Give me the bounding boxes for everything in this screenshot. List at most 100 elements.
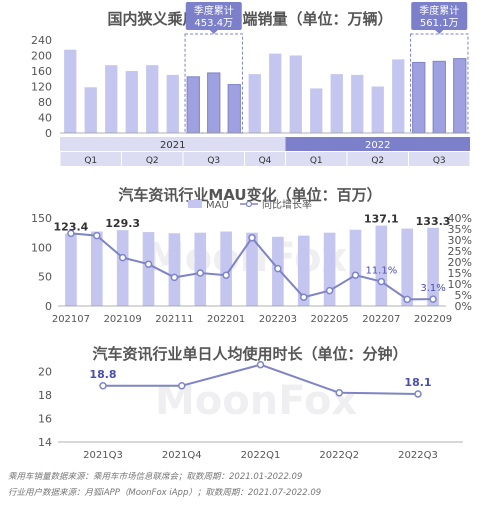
year-band-2022 (285, 137, 470, 151)
mau-bar (375, 225, 388, 306)
sales-bar (227, 84, 241, 134)
quarter-label: Q3 (207, 156, 220, 166)
growth-rate-point (299, 293, 308, 301)
sales-bar (289, 55, 302, 133)
y-right-tick: 10% (448, 278, 472, 291)
mau-bar (168, 233, 181, 306)
y-right-tick: 0% (455, 300, 472, 313)
y-left-tick: 100 (31, 241, 52, 254)
y-right-tick: 5% (455, 289, 472, 302)
sales-bar (453, 58, 467, 134)
mau-bar (90, 231, 103, 306)
growth-rate-point (196, 269, 205, 277)
duration-label-first: 18.8 (89, 368, 116, 381)
mau-label-first: 123.4 (54, 221, 89, 234)
growth-rate-point (429, 295, 437, 303)
x-tick-label: 202201 (207, 314, 245, 325)
quarter-label: Q1 (84, 156, 97, 166)
quarter-total-badge (185, 2, 242, 30)
y-tick-label: 14 (38, 436, 52, 449)
duration-point (99, 382, 107, 390)
y-right-tick: 35% (448, 223, 472, 236)
y-left-tick: 0 (45, 300, 52, 313)
mau-bar (220, 231, 232, 306)
y-right-tick: 25% (448, 245, 472, 258)
y-tick-label: 18 (38, 389, 52, 402)
y-tick-label: 80 (38, 96, 52, 109)
mau-bar (116, 230, 129, 306)
sales-bar (186, 76, 200, 134)
mau-label-last: 133.3 (416, 215, 451, 228)
quarter-label: Q4 (259, 156, 272, 166)
growth-rate-point (93, 231, 101, 240)
mau-chart: MAU 同比增长率 150 100 50 0 40%35%30%25%20%15%10%5%… (31, 198, 472, 325)
mau-bar (427, 227, 439, 306)
footer-source-users: 行业用户数据来源：月狐iAPP（MoonFox iApp）；取数周期：2021.… (8, 488, 322, 498)
quarter-label: Q1 (310, 156, 323, 166)
y-right-tick: 20% (448, 256, 472, 269)
duration-point (335, 389, 343, 397)
quarter-band (347, 152, 408, 166)
mau-bar (349, 229, 362, 306)
x-tick-label: 2022Q3 (398, 450, 438, 461)
quarter-label: Q2 (371, 156, 384, 166)
quarter-band (122, 152, 183, 166)
growth-rate-point (170, 273, 179, 282)
x-tick-label: 2021Q3 (83, 450, 123, 461)
growth-rate-point (248, 234, 256, 242)
x-tick-label: 2021Q4 (162, 450, 202, 461)
y-tick-label: 240 (31, 34, 52, 47)
y-right-tick: 30% (448, 234, 472, 247)
x-tick-label: 202111 (155, 314, 193, 325)
growth-rate-point (403, 295, 411, 304)
year-band-2021 (60, 137, 286, 151)
quarter-band (183, 152, 244, 166)
growth-label-peak: 11.1% (365, 266, 397, 277)
y-tick-label: 20 (38, 366, 52, 379)
legend-label-mau: MAU (206, 200, 229, 211)
x-tick-label: 202209 (414, 314, 452, 325)
sales-bar (105, 65, 118, 133)
y-tick-label: 0 (45, 127, 52, 140)
year-label-2022: 2022 (365, 140, 390, 151)
duration-point (178, 382, 186, 390)
sales-bar (207, 72, 221, 134)
mau-bar (246, 232, 258, 306)
sales-bar (64, 49, 77, 133)
sales-bar (432, 60, 446, 134)
quarter-label: Q3 (433, 156, 446, 166)
x-tick-label: 202207 (362, 314, 400, 325)
sales-bar (310, 88, 323, 133)
y-right-tick: 40% (448, 212, 472, 225)
sales-bar (330, 74, 343, 133)
chart1-title: 国内狭义乘用车零售端销量（单位：万辆） (107, 10, 393, 28)
sales-bar (146, 65, 159, 133)
legend-marker-growth (245, 200, 253, 208)
y-tick-label: 120 (31, 81, 52, 94)
y-left-tick: 150 (31, 212, 52, 225)
chart2-title: 汽车资讯行业MAU变化（单位：百万） (118, 186, 382, 204)
duration-line (103, 363, 419, 395)
badge-value: 561.1万 (420, 18, 459, 29)
quarter-label: Q2 (146, 156, 159, 166)
mau-label-third: 129.3 (105, 217, 140, 230)
badge-pointer (435, 30, 444, 34)
growth-rate-point (144, 260, 153, 268)
sales-bar (392, 59, 405, 133)
mau-bar (142, 232, 155, 306)
growth-rate-point (222, 271, 230, 279)
growth-rate-point (274, 264, 282, 273)
badge-label: 季度累计 (194, 4, 234, 17)
growth-rate-point (351, 271, 360, 279)
footer-source-sales: 乘用车销量数据来源：乘用车市场信息联席会；取数周期：2021.01-2022.0… (8, 472, 303, 482)
sales-bar (269, 53, 282, 133)
y-right-tick: 15% (448, 267, 472, 280)
sales-bar (351, 74, 364, 133)
badge-label: 季度累计 (419, 4, 459, 17)
duration-point (256, 360, 265, 369)
growth-rate-point (67, 229, 75, 238)
growth-rate-point (118, 253, 127, 262)
quarter-band (286, 152, 347, 166)
chart3-title: 汽车资讯行业单日人均使用时长（单位：分钟） (92, 345, 408, 363)
sales-bar-chart: 24020016012080400季度累计453.4万季度累计561.1万202… (31, 2, 470, 166)
